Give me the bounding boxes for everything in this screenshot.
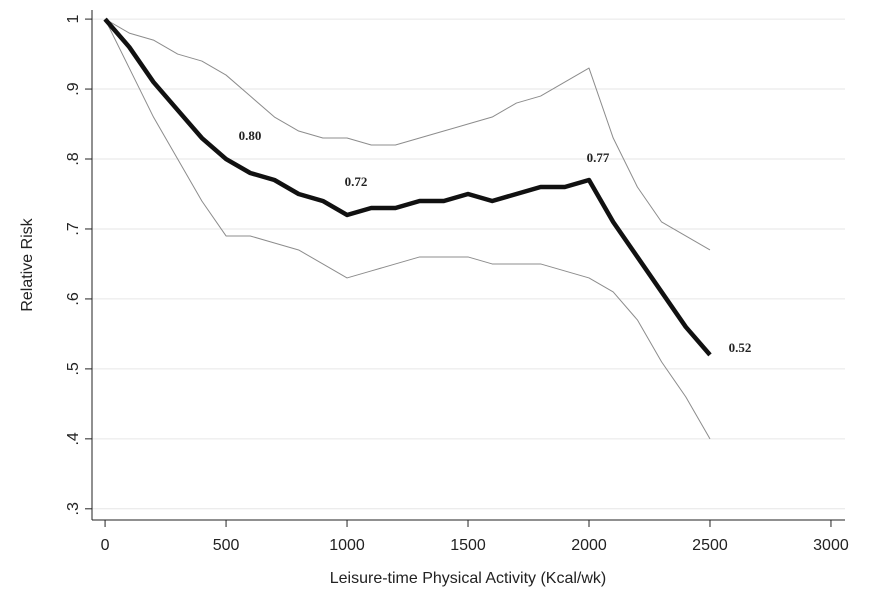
annotation: 0.52: [729, 340, 752, 355]
x-tick-label: 1500: [450, 537, 486, 554]
y-tick-label: .4: [65, 432, 82, 445]
y-tick-label: .8: [65, 152, 82, 165]
y-tick-label: .5: [65, 362, 82, 375]
y-tick-label: .7: [65, 222, 82, 235]
x-tick-label: 0: [101, 537, 110, 554]
y-tick-label: .3: [65, 502, 82, 515]
series-line: [103, 17, 712, 357]
y-tick-label: .9: [65, 82, 82, 95]
y-axis-label: Relative Risk: [19, 217, 36, 311]
series-line: [104, 18, 711, 251]
x-tick-label: 3000: [813, 537, 849, 554]
y-tick-label: .6: [65, 292, 82, 305]
x-tick-label: 1000: [329, 537, 365, 554]
x-tick-label: 500: [213, 537, 240, 554]
annotation: 0.77: [587, 150, 610, 165]
x-tick-label: 2500: [692, 537, 728, 554]
annotation: 0.80: [239, 128, 262, 143]
annotation: 0.72: [345, 174, 368, 189]
series-line: [104, 18, 711, 440]
x-tick-label: 2000: [571, 537, 607, 554]
x-axis-label: Leisure-time Physical Activity (Kcal/wk): [330, 570, 607, 587]
y-tick-label: 1: [65, 15, 82, 24]
